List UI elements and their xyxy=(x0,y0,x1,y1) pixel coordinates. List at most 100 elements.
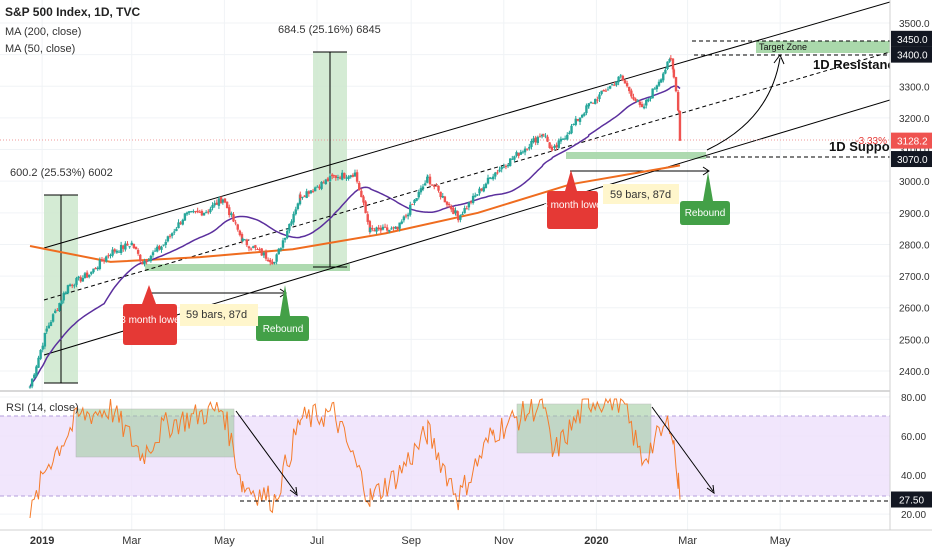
symbol-title: S&P 500 Index, 1D, TVC xyxy=(5,5,140,19)
candle-body xyxy=(621,75,625,81)
candle-body xyxy=(252,246,255,248)
candle-body xyxy=(441,196,444,198)
candle-body xyxy=(482,186,485,192)
candle-body xyxy=(433,185,436,187)
callout-rebound-2019-text: Rebound xyxy=(263,324,304,335)
rsi-tick-label: 20.00 xyxy=(901,510,926,521)
candle-body xyxy=(528,146,531,149)
candle-body xyxy=(98,259,102,269)
candle-body xyxy=(413,199,416,203)
candle-body xyxy=(469,201,473,203)
candle-body xyxy=(375,227,378,232)
candle-body xyxy=(264,252,268,259)
candle-body xyxy=(179,222,182,224)
candle-body xyxy=(536,137,540,143)
candle-body xyxy=(173,231,176,233)
candle-body xyxy=(122,245,125,249)
candle-body xyxy=(619,75,622,77)
candle-body xyxy=(666,61,669,70)
candle-body xyxy=(463,208,466,214)
candle-body xyxy=(266,259,270,262)
candle-body xyxy=(292,213,295,223)
rsi-axis-ticks: 20.00 40.00 60.00 80.00 xyxy=(901,393,926,521)
candle-body xyxy=(678,111,682,141)
candle-body xyxy=(583,113,586,116)
candle-body xyxy=(311,190,315,192)
candle-body xyxy=(332,175,335,177)
candle-body xyxy=(381,226,385,230)
candle-body xyxy=(373,230,376,232)
candle-body xyxy=(258,249,261,251)
range-label-1: 600.2 (25.53%) 6002 xyxy=(10,167,113,179)
bar-count-label-1: 59 bars, 87d xyxy=(186,309,247,321)
candle-body xyxy=(555,144,558,148)
price-tick-label: 3300.0 xyxy=(899,82,930,93)
candle-body xyxy=(443,196,447,203)
candle-body xyxy=(166,236,170,242)
candle-body xyxy=(534,137,537,143)
candle-body xyxy=(551,148,554,150)
candle-body xyxy=(49,322,53,326)
candle-body xyxy=(51,314,55,322)
candle-body xyxy=(168,235,172,237)
rsi-box-2019 xyxy=(75,408,235,458)
support-label: 1D Support xyxy=(829,139,900,154)
candle-body xyxy=(353,172,357,177)
candle-body xyxy=(465,208,468,210)
candle-body xyxy=(613,84,616,86)
candle-body xyxy=(326,178,330,182)
price-tick-label: 3200.0 xyxy=(899,114,930,125)
candle-body xyxy=(158,245,161,250)
ma50-legend[interactable]: MA (50, close) xyxy=(5,43,75,55)
candle-body xyxy=(277,248,280,255)
candle-body xyxy=(351,174,355,177)
price-tick-label: 2600.0 xyxy=(899,304,930,315)
candle-body xyxy=(198,211,201,213)
candle-body xyxy=(623,80,627,84)
candle-body xyxy=(454,210,457,214)
candle-body xyxy=(316,186,319,188)
candle-body xyxy=(521,151,525,153)
candle-body xyxy=(447,203,451,206)
candle-body xyxy=(286,230,289,238)
candle-body xyxy=(515,152,518,156)
candle-body xyxy=(223,198,227,203)
candle-body xyxy=(130,242,133,246)
candle-body xyxy=(596,99,599,101)
candle-body xyxy=(649,97,652,99)
candle-body xyxy=(196,210,199,212)
candle-body xyxy=(471,195,475,204)
candle-body xyxy=(662,73,665,81)
bar-count-label-2: 59 bars, 87d xyxy=(610,189,671,201)
candle-body xyxy=(355,172,359,182)
candle-body xyxy=(371,227,374,230)
callout-rebound-2020-text: Rebound xyxy=(685,208,726,219)
candle-body xyxy=(136,249,140,254)
candle-body xyxy=(336,177,340,179)
candle-body xyxy=(215,202,218,205)
candle-body xyxy=(566,134,569,140)
candle-body xyxy=(600,90,603,94)
candle-body xyxy=(628,86,631,92)
candle-body xyxy=(500,167,503,170)
price-tag-bg xyxy=(891,46,932,63)
candle-body xyxy=(60,300,63,305)
candle-body xyxy=(553,145,556,148)
candle-body xyxy=(283,237,287,240)
candle-body xyxy=(544,135,547,137)
candle-body xyxy=(322,182,325,184)
ma200-legend[interactable]: MA (200, close) xyxy=(5,26,81,38)
price-axis[interactable] xyxy=(890,0,932,550)
candle-body xyxy=(288,223,291,231)
candle-body xyxy=(207,211,210,213)
candle-body xyxy=(92,268,95,273)
candle-body xyxy=(486,177,490,184)
candle-body xyxy=(396,226,399,230)
candle-body xyxy=(68,284,72,287)
candle-body xyxy=(62,293,65,301)
price-tag-label: 3400.0 xyxy=(897,51,928,62)
candle-body xyxy=(437,185,440,191)
rsi-title: RSI (14, close) xyxy=(6,402,79,414)
time-tick-label: Mar xyxy=(122,535,141,547)
